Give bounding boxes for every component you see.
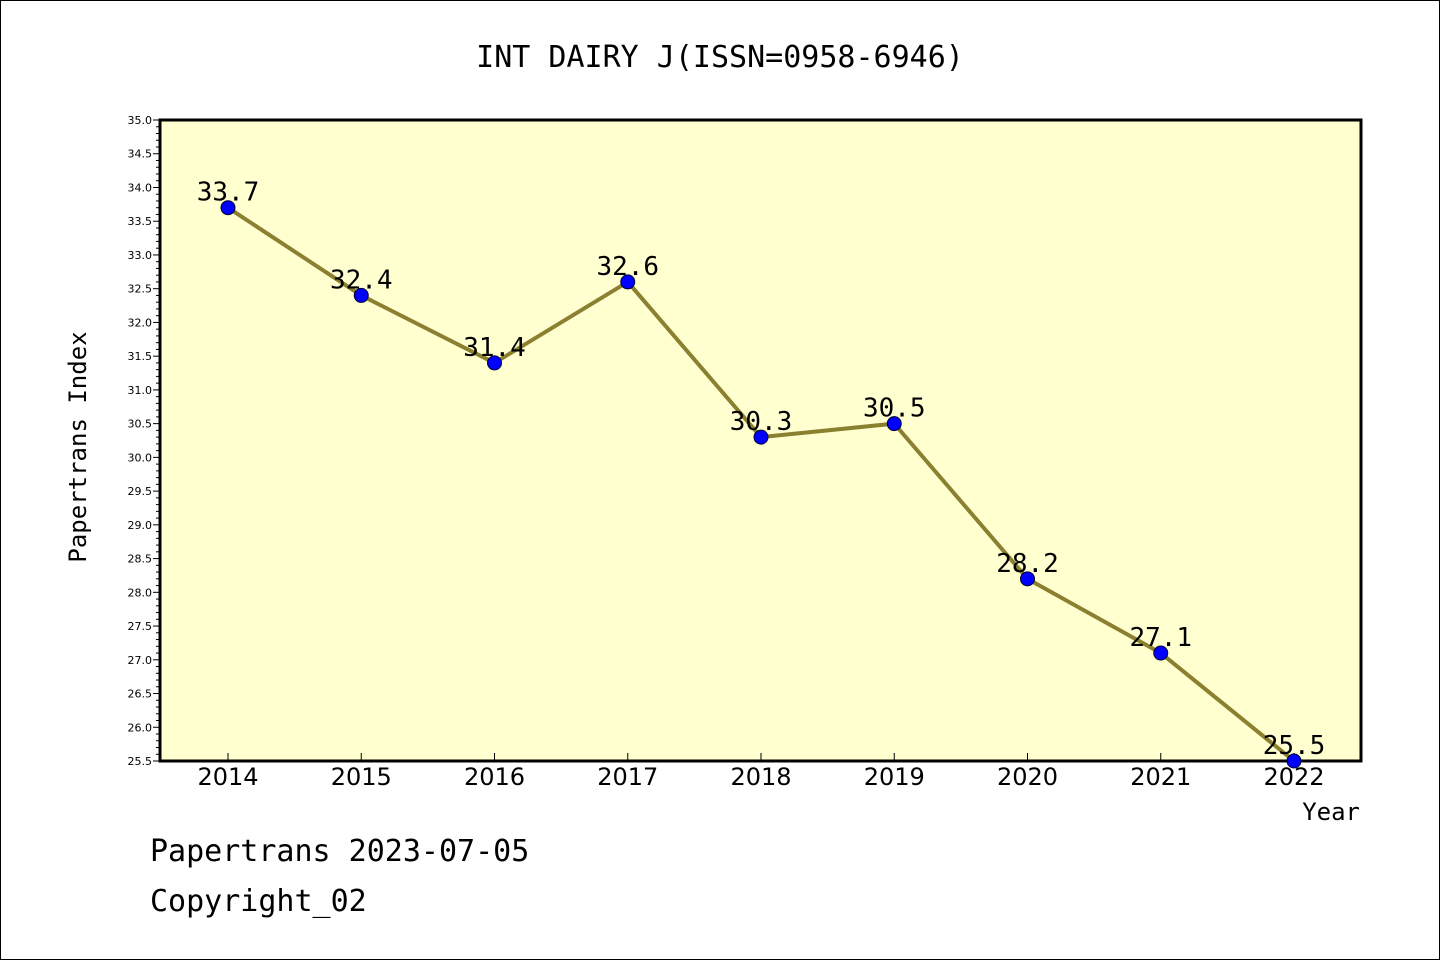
data-point — [353, 287, 369, 303]
data-point — [487, 355, 502, 371]
y-tick-label: 26.5 — [128, 688, 153, 701]
x-tick-label: 2014 — [197, 763, 258, 791]
data-point — [1020, 571, 1035, 587]
x-tick-label: 2016 — [464, 763, 525, 791]
data-point — [220, 200, 236, 216]
x-axis: 2014 2015 2016 2017 2018 2019 2020 2021 2022 — [197, 753, 1325, 791]
data-label: 30.5 — [863, 394, 926, 424]
y-tick-label: 31.5 — [128, 350, 153, 363]
y-tick-label: 25.5 — [128, 755, 153, 768]
data-point — [886, 416, 902, 432]
y-tick-label: 33.0 — [128, 249, 153, 262]
data-point-group — [220, 200, 1302, 769]
x-axis-title: Year — [1302, 798, 1360, 826]
data-point — [753, 429, 769, 445]
x-tick-label: 2015 — [331, 763, 392, 791]
y-tick-label: 29.5 — [128, 485, 153, 498]
y-tick-label: 32.0 — [128, 316, 153, 329]
y-axis: 25.5 26.0 26.5 27.0 27.5 28.0 28.5 29.0 29.5 30.0… — [128, 114, 160, 768]
data-label: 32.4 — [330, 265, 393, 295]
x-tick-label: 2017 — [597, 763, 658, 791]
y-tick-label: 27.0 — [128, 654, 153, 667]
x-tick-label: 2020 — [997, 763, 1058, 791]
data-point — [1153, 645, 1169, 661]
data-label: 33.7 — [197, 178, 260, 208]
chart-title: INT DAIRY J(ISSN=0958-6946) — [476, 40, 964, 75]
y-tick-label: 29.0 — [128, 519, 153, 532]
data-label: 28.2 — [996, 549, 1059, 579]
data-point — [620, 274, 636, 290]
y-tick-label: 30.0 — [128, 451, 153, 464]
y-tick-label: 26.0 — [128, 721, 153, 734]
data-label: 32.6 — [596, 252, 659, 282]
y-tick-label: 34.0 — [128, 181, 153, 194]
y-tick-label: 30.5 — [128, 418, 153, 431]
y-tick-label: 33.5 — [128, 215, 153, 228]
x-tick-label: 2021 — [1130, 763, 1191, 791]
data-label-group: 33.7 32.4 31.4 32.6 30.3 30.5 28.2 27.1 25.5 — [197, 178, 1326, 761]
y-axis-title: Papertrans Index — [64, 331, 92, 562]
data-label: 30.3 — [730, 407, 793, 437]
footer-copyright-text: Copyright_02 — [150, 884, 367, 919]
data-point — [1286, 753, 1302, 769]
y-tick-label: 27.5 — [128, 620, 153, 633]
x-tick-label: 2018 — [730, 763, 791, 791]
y-tick-label: 32.5 — [128, 283, 153, 296]
y-tick-label: 31.0 — [128, 384, 153, 397]
data-label: 31.4 — [463, 333, 526, 363]
y-tick-label: 34.5 — [128, 148, 153, 161]
x-tick-label: 2019 — [864, 763, 925, 791]
y-tick-label: 35.0 — [128, 114, 153, 127]
y-tick-label: 28.0 — [128, 586, 153, 599]
y-tick-label: 28.5 — [128, 553, 153, 566]
footer-date-text: Papertrans 2023-07-05 — [150, 834, 530, 869]
data-label: 25.5 — [1263, 731, 1326, 761]
data-label: 27.1 — [1129, 623, 1192, 653]
